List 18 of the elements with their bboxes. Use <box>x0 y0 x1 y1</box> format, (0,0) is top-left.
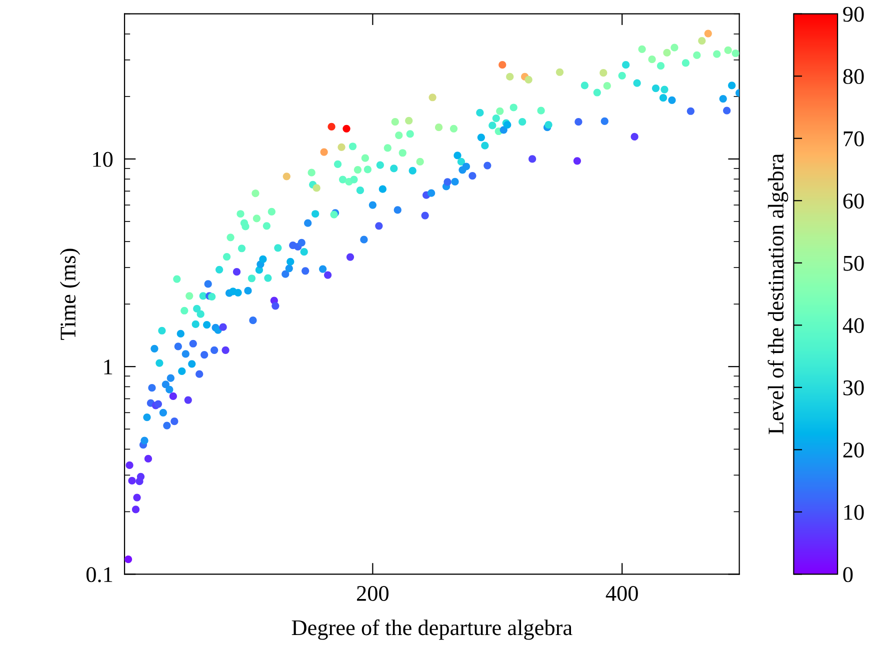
color-bar-label: 30 <box>843 380 864 396</box>
y-tick-label: 0.1 <box>86 567 112 582</box>
color-bar-label: 10 <box>844 504 864 520</box>
color-bar-label: 0 <box>843 567 853 582</box>
y-axis-title: Time (ms) <box>60 248 80 340</box>
color-bar-label: 90 <box>843 6 864 22</box>
color-bar-label: 20 <box>843 442 864 458</box>
color-bar-label: 50 <box>844 256 864 271</box>
y-tick-label: 10 <box>93 152 113 167</box>
x-tick-label: 400 <box>606 586 638 601</box>
x-tick-label: 200 <box>357 586 389 601</box>
color-bar-label: 80 <box>843 69 864 84</box>
x-axis-title: Degree of the departure algebra <box>292 619 572 640</box>
color-bar-label: 40 <box>842 318 864 334</box>
color-bar-label: 60 <box>843 194 864 209</box>
color-bar-title: Level of the destination algebra <box>768 154 788 434</box>
y-tick-label: 1 <box>104 360 112 374</box>
color-bar-label: 70 <box>844 131 864 146</box>
